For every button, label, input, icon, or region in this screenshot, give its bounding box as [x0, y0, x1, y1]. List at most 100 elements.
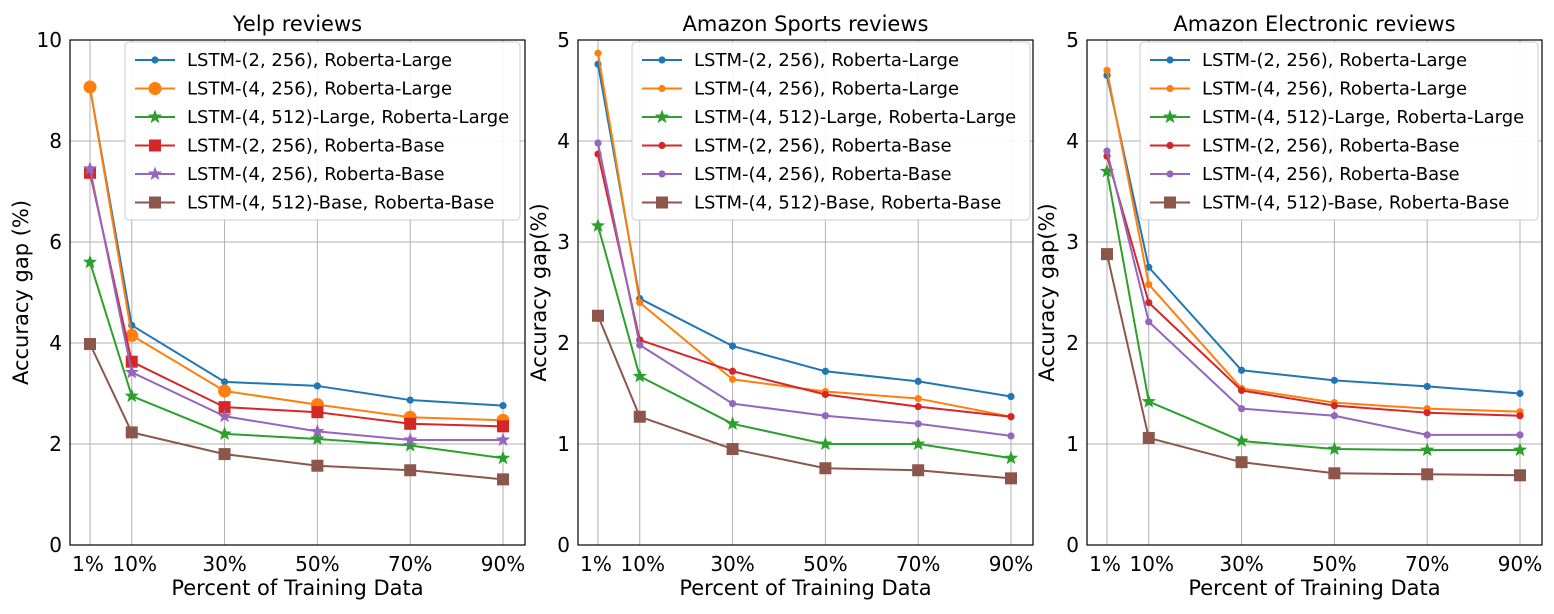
y-axis-label: Accuracy gap(%) [1035, 203, 1059, 381]
legend-marker [151, 56, 159, 64]
data-point [84, 338, 96, 351]
series-line [1106, 70, 1521, 413]
data-point [310, 423, 325, 438]
x-tick-label: 90% [1498, 552, 1542, 576]
data-point [497, 420, 509, 433]
series-line [597, 315, 1012, 480]
y-axis-label: Accuracy gap (%) [9, 200, 33, 385]
y-tick-label: 0 [557, 533, 570, 557]
data-point [404, 417, 417, 430]
data-point [125, 355, 138, 368]
data-point [1423, 382, 1431, 391]
data-point [217, 408, 232, 423]
data-point [311, 406, 324, 419]
x-axis-label: Percent of Training Data [1188, 576, 1440, 600]
data-point [1099, 163, 1115, 178]
data-point [1420, 442, 1435, 457]
legend-marker [148, 82, 162, 95]
x-tick-label: 30% [1219, 552, 1263, 576]
data-point [1103, 147, 1111, 155]
series-3 [82, 254, 511, 465]
legend-label: LSTM-(4, 512)-Large, Roberta-Large [694, 107, 1016, 128]
data-point [1423, 431, 1431, 439]
data-point [1237, 405, 1246, 413]
x-tick-label: 50% [1312, 552, 1356, 576]
series-5 [1103, 147, 1524, 439]
series-line [597, 225, 1012, 460]
legend-label: LSTM-(4, 256), Roberta-Base [1202, 164, 1460, 185]
series-line [89, 172, 504, 428]
data-point [914, 377, 922, 385]
data-point [1516, 389, 1524, 398]
x-tick-label: 50% [803, 552, 847, 576]
legend-marker [658, 141, 666, 150]
data-point [1237, 386, 1246, 395]
data-point [1007, 392, 1015, 401]
data-point [406, 396, 414, 404]
legend-marker [1166, 56, 1174, 64]
data-point [217, 426, 232, 440]
legend-marker [658, 56, 666, 64]
data-point [1141, 394, 1156, 408]
series-line [89, 86, 504, 422]
series-line [1106, 75, 1521, 395]
data-point [1330, 402, 1338, 410]
data-point [1235, 456, 1248, 469]
legend: LSTM-(2, 256), Roberta-Large LSTM-(4, 256… [124, 41, 521, 221]
x-tick-label: 30% [202, 552, 246, 576]
y-tick-label: 4 [49, 331, 62, 355]
series-6 [592, 309, 1017, 485]
data-point [914, 394, 922, 403]
series-2 [1103, 66, 1524, 416]
legend-marker [1164, 196, 1176, 209]
data-point [1237, 366, 1246, 374]
data-point [311, 459, 324, 472]
data-point [313, 382, 321, 390]
x-tick-label: 1% [1089, 552, 1121, 576]
y-tick-label: 4 [1066, 129, 1079, 153]
legend-marker [1166, 84, 1174, 93]
x-tick-label: 90% [989, 552, 1033, 576]
x-tick-label: 50% [295, 552, 339, 576]
legend-marker [1166, 170, 1174, 178]
series-4 [84, 166, 509, 433]
data-point [594, 49, 602, 57]
plot-area-frame [69, 39, 526, 546]
data-point [590, 218, 606, 232]
data-point [912, 464, 925, 477]
data-point [1142, 431, 1155, 444]
y-tick-label: 6 [49, 230, 62, 254]
legend-marker [1166, 141, 1174, 150]
data-point [592, 309, 604, 322]
data-point [82, 254, 98, 269]
legend-label: LSTM-(2, 256), Roberta-Large [187, 50, 452, 71]
data-point [821, 390, 829, 399]
y-axis-label: Accuracy gap(%) [527, 203, 551, 381]
legend-label: LSTM-(2, 256), Roberta-Base [694, 136, 952, 157]
data-point [1145, 280, 1153, 289]
data-point [404, 464, 417, 477]
data-point [1145, 299, 1153, 307]
y-tick-label: 0 [49, 533, 62, 557]
panel-3: 0 1 2 3 4 5 1% 10% 30% 50% 70% 90% Amazon Electronic… [1035, 12, 1543, 600]
legend-frame [124, 41, 521, 221]
x-tick-label: 70% [896, 552, 940, 576]
data-point [728, 375, 737, 383]
y-tick-label: 1 [1066, 432, 1079, 456]
legend-label: LSTM-(2, 256), Roberta-Large [694, 50, 959, 71]
series-line [1106, 150, 1520, 436]
legend: LSTM-(2, 256), Roberta-Large LSTM-(4, 256… [1139, 41, 1539, 221]
data-point [726, 443, 739, 456]
x-axis-label: Percent of Training Data [171, 576, 423, 600]
legend-marker [149, 196, 161, 209]
x-tick-label: 70% [1405, 552, 1449, 576]
legend-marker [658, 84, 666, 93]
data-point [1512, 442, 1528, 457]
legend-label: LSTM-(2, 256), Roberta-Base [1202, 136, 1460, 157]
data-point [310, 431, 325, 446]
data-point [725, 416, 740, 430]
series-line [1106, 171, 1520, 452]
series-3 [590, 218, 1019, 465]
data-point [1330, 412, 1338, 420]
